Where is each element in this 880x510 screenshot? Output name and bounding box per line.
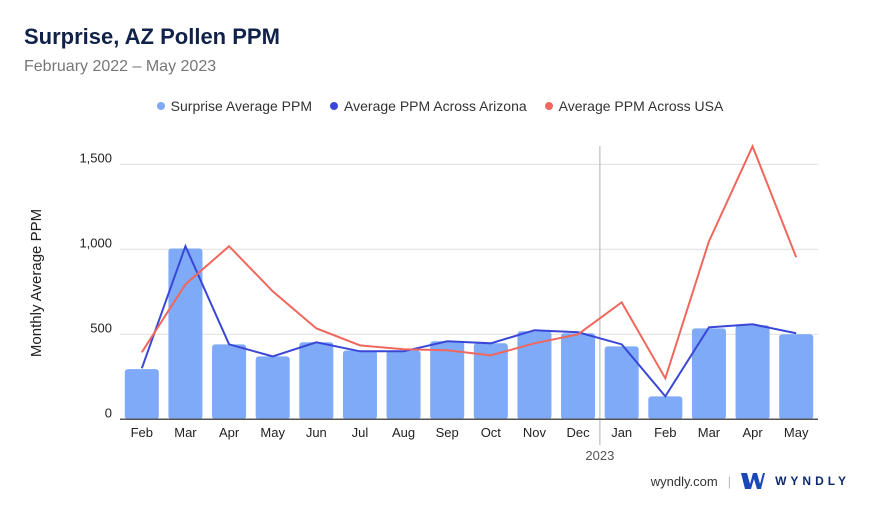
x-tick-label: Sep <box>436 425 459 440</box>
x-tick-label: May <box>784 425 809 440</box>
site-link[interactable]: wyndly.com <box>650 473 718 489</box>
legend-item-surprise: Surprise Average PPM <box>156 98 313 114</box>
legend-label: Average PPM Across Arizona <box>344 98 527 114</box>
bar-feb <box>648 396 683 420</box>
legend-marker <box>156 102 165 110</box>
y-tick-label: 0 <box>105 405 112 420</box>
bar-jan <box>604 346 639 420</box>
line-arizona <box>140 243 797 399</box>
legend-item-arizona: Average PPM Across Arizona <box>330 98 527 114</box>
x-tick-label: Dec <box>567 425 591 440</box>
legend-marker <box>544 102 553 110</box>
legend-item-usa: Average PPM Across USA <box>544 98 724 114</box>
year-label: 2023 <box>585 448 614 463</box>
x-tick-label: Oct <box>481 425 502 440</box>
bar-sep <box>430 341 465 420</box>
brand-name: WYNDLY <box>775 474 850 488</box>
x-tick-label: May <box>260 425 285 440</box>
bar-dec <box>561 333 596 420</box>
bar-feb <box>124 369 159 420</box>
chart-title: Surprise, AZ Pollen PPM <box>24 24 280 49</box>
x-tick-label: Jul <box>352 425 369 440</box>
legend-marker <box>330 102 339 110</box>
bar-apr <box>735 325 770 420</box>
x-tick-label: Mar <box>174 425 197 440</box>
wyndly-logo-icon <box>741 473 766 489</box>
bar-jun <box>299 342 334 420</box>
y-tick-label: 1,000 <box>79 235 112 250</box>
y-tick-label: 500 <box>90 320 112 335</box>
footer: wyndly.com | WYNDLY <box>651 472 850 490</box>
legend-label: Average PPM Across USA <box>558 98 724 114</box>
bar-nov <box>517 331 552 420</box>
bar-oct <box>473 343 508 420</box>
line-usa <box>140 143 798 381</box>
x-tick-label: Mar <box>698 425 721 440</box>
x-tick-label: Apr <box>219 425 240 440</box>
x-tick-label: Apr <box>742 425 763 440</box>
y-axis-label: Monthly Average PPM <box>28 209 45 357</box>
bar-may <box>779 334 814 420</box>
x-tick-label: Jun <box>306 425 327 440</box>
x-tick-label: Feb <box>131 425 153 440</box>
bar-mar <box>691 328 726 420</box>
x-tick-label: Aug <box>392 425 415 440</box>
x-tick-label: Nov <box>523 425 547 440</box>
legend: Surprise Average PPM Average PPM Across … <box>0 98 880 114</box>
bar-mar <box>168 248 203 420</box>
y-tick-label: 1,500 <box>79 150 112 165</box>
bar-jul <box>342 350 377 420</box>
x-tick-label: Jan <box>611 425 632 440</box>
bar-aug <box>386 350 421 420</box>
chart-subtitle: February 2022 – May 2023 <box>24 58 217 75</box>
divider: | <box>727 473 732 489</box>
x-tick-label: Feb <box>654 425 676 440</box>
legend-label: Surprise Average PPM <box>170 98 313 114</box>
bar-may <box>255 356 290 420</box>
bar-apr <box>212 344 247 420</box>
